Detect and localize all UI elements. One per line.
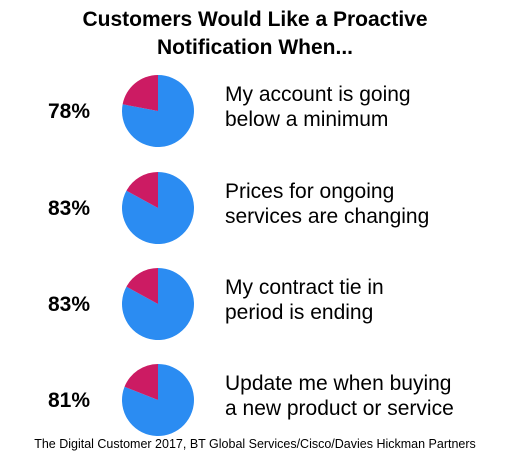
item-label-line-2: services are changing	[225, 205, 430, 228]
item-label-line-1: Update me when buying	[225, 372, 452, 395]
pie-chart	[122, 75, 194, 147]
item-label: Prices for ongoing services are changing	[225, 179, 505, 229]
pie-row-4: 81% Update me when buying a new product …	[0, 363, 510, 443]
pie-slice-rest	[122, 75, 158, 111]
item-label-line-1: My account is going	[225, 83, 411, 106]
item-label: Update me when buying a new product or s…	[225, 371, 505, 421]
source-note: The Digital Customer 2017, BT Global Ser…	[34, 437, 476, 451]
pie-slice-rest	[126, 268, 158, 304]
item-label: My contract tie in period is ending	[225, 275, 505, 325]
pie-chart	[122, 364, 194, 436]
pie-row-1: 78% My account is going below a minimum	[0, 74, 510, 154]
percent-label: 81%	[48, 389, 91, 412]
pie-chart	[122, 268, 194, 340]
item-label-line-1: Prices for ongoing	[225, 180, 395, 203]
percent-label: 83%	[48, 197, 91, 220]
pie-row-2: 83% Prices for ongoing services are chan…	[0, 171, 510, 251]
item-label-line-2: below a minimum	[225, 108, 389, 131]
chart-title-line-1: Customers Would Like a Proactive	[82, 8, 428, 31]
item-label: My account is going below a minimum	[225, 82, 505, 132]
percent-label: 83%	[48, 293, 91, 316]
item-label-line-2: period is ending	[225, 301, 374, 324]
percent-label: 78%	[48, 100, 91, 123]
pie-row-3: 83% My contract tie in period is ending	[0, 267, 510, 347]
item-label-line-1: My contract tie in	[225, 276, 384, 299]
item-label-line-2: a new product or service	[225, 397, 454, 420]
chart-title: Customers Would Like a Proactive Notific…	[0, 6, 510, 62]
pie-slice-rest	[126, 172, 158, 208]
chart-title-line-2: Notification When...	[157, 36, 353, 59]
pie-slice-rest	[124, 364, 158, 400]
pie-chart	[122, 172, 194, 244]
